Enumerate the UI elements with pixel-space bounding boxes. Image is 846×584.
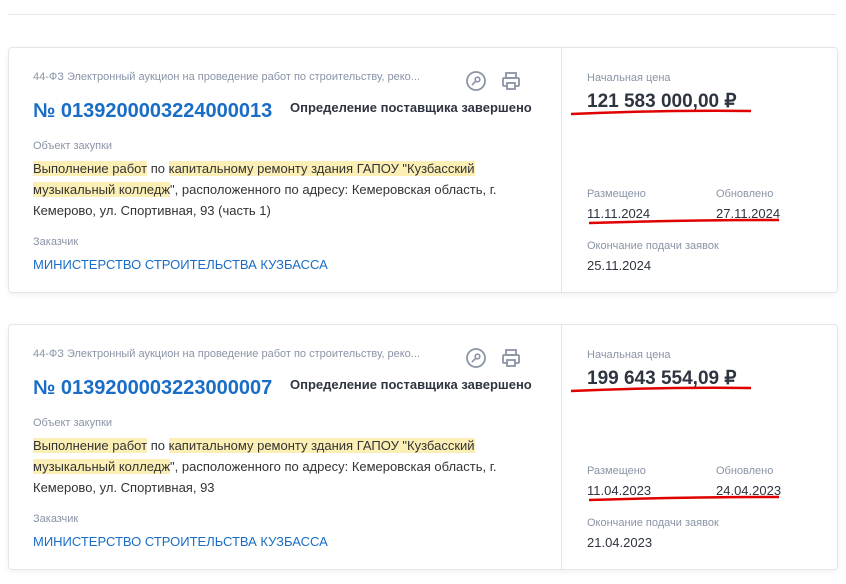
customer-label: Заказчик bbox=[33, 236, 79, 248]
procurement-number-link[interactable]: № 0139200003224000013 bbox=[33, 100, 273, 122]
card-divider bbox=[561, 48, 562, 292]
customer-link[interactable]: МИНИСТЕРСТВО СТРОИТЕЛЬСТВА КУЗБАССА bbox=[33, 534, 328, 549]
procurement-number-link[interactable]: № 0139200003223000007 bbox=[33, 377, 273, 399]
updated-date: 24.04.2023 bbox=[716, 483, 782, 498]
updated-date: 27.11.2024 bbox=[716, 206, 781, 221]
updated-label: Обновлено bbox=[716, 188, 774, 200]
status-text: Определение поставщика завершено bbox=[290, 100, 532, 115]
price-value: 121 583 000,00 ₽ bbox=[587, 91, 737, 112]
updated-label: Обновлено bbox=[716, 465, 774, 477]
key-icon[interactable] bbox=[465, 70, 487, 92]
object-description: Выполнение работ по капитальному ремонту… bbox=[33, 438, 497, 495]
procurement-type: 44-ФЗ Электронный аукцион на проведение … bbox=[33, 348, 420, 360]
price-label: Начальная цена bbox=[587, 72, 671, 84]
top-divider bbox=[8, 14, 836, 15]
object-label: Объект закупки bbox=[33, 417, 113, 429]
print-icon[interactable] bbox=[500, 70, 522, 92]
object-label: Объект закупки bbox=[33, 140, 113, 152]
object-description: Выполнение работ по капитальному ремонту… bbox=[33, 161, 497, 218]
posted-label: Размещено bbox=[587, 465, 646, 477]
customer-label: Заказчик bbox=[33, 513, 79, 525]
deadline-date: 25.11.2024 bbox=[587, 258, 652, 273]
procurement-card: 44-ФЗ Электронный аукцион на проведение … bbox=[8, 47, 838, 293]
deadline-label: Окончание подачи заявок bbox=[587, 517, 719, 529]
card-divider bbox=[561, 325, 562, 569]
price-value: 199 643 554,09 ₽ bbox=[587, 368, 737, 389]
key-icon[interactable] bbox=[465, 347, 487, 369]
posted-date: 11.04.2023 bbox=[587, 483, 652, 498]
customer-link[interactable]: МИНИСТЕРСТВО СТРОИТЕЛЬСТВА КУЗБАССА bbox=[33, 257, 328, 272]
price-label: Начальная цена bbox=[587, 349, 671, 361]
procurement-card: 44-ФЗ Электронный аукцион на проведение … bbox=[8, 324, 838, 570]
print-icon[interactable] bbox=[500, 347, 522, 369]
procurement-type: 44-ФЗ Электронный аукцион на проведение … bbox=[33, 71, 420, 83]
deadline-label: Окончание подачи заявок bbox=[587, 240, 719, 252]
deadline-date: 21.04.2023 bbox=[587, 535, 653, 550]
status-text: Определение поставщика завершено bbox=[290, 377, 532, 392]
posted-date: 11.11.2024 bbox=[587, 206, 651, 221]
posted-label: Размещено bbox=[587, 188, 646, 200]
